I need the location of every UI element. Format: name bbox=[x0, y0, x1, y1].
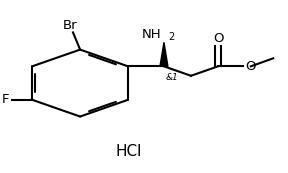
Text: NH: NH bbox=[141, 28, 161, 42]
Text: &1: &1 bbox=[166, 73, 178, 82]
Polygon shape bbox=[160, 42, 168, 66]
Text: Br: Br bbox=[63, 19, 77, 32]
Text: F: F bbox=[2, 93, 10, 106]
Text: HCl: HCl bbox=[115, 144, 141, 159]
Text: O: O bbox=[245, 60, 256, 73]
Text: 2: 2 bbox=[168, 32, 175, 42]
Text: O: O bbox=[213, 32, 223, 45]
